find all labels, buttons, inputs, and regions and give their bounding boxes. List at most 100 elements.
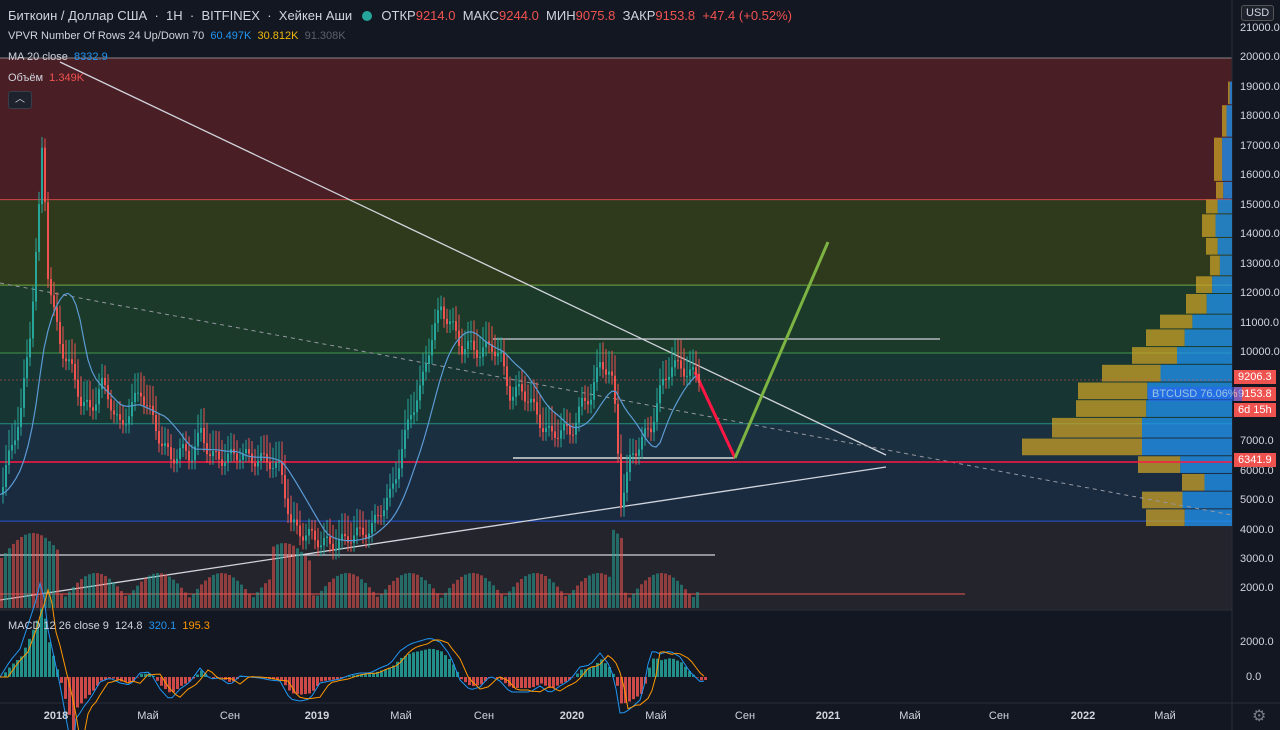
candle-body [407,419,409,430]
candle-body [617,403,619,454]
market-status-icon [361,11,372,21]
ma-legend[interactable]: MA 20 close 8332.9 [8,51,108,63]
price-tick: 6000.0 [1240,465,1274,477]
candle-body [20,408,22,427]
volume-bar [324,586,327,608]
macd-bar [328,677,331,681]
volume-label: Объём [8,72,44,84]
volume-bar [444,592,447,608]
candle-body [635,453,637,456]
price-tick: 10000.0 [1240,346,1280,358]
symbol-name[interactable]: Биткоин / Доллар США [8,8,148,23]
vpvr-down-bar [1216,181,1224,199]
volume-bar [484,577,487,608]
volume-legend[interactable]: Объём 1.349K [8,72,84,84]
macd-bar [124,677,127,682]
candle-body [293,519,295,523]
candle-body [593,382,595,400]
candle-body [335,548,337,551]
macd-legend[interactable]: MACD 12 26 close 9 124.8 320.1 195.3 [8,620,210,632]
candle-body [275,462,277,468]
volume-bar [644,580,647,608]
candle-body [149,405,151,407]
collapse-legend-button[interactable]: ︿ [8,91,32,109]
vpvr-legend[interactable]: VPVR Number Of Rows 24 Up/Down 70 60.497… [8,30,346,42]
volume-bar [348,573,351,608]
candle-body [176,458,178,464]
volume-bar [308,560,311,608]
volume-bar [456,579,459,608]
volume-bar [312,595,315,608]
macd-bar [404,655,407,677]
candle-body [518,384,520,387]
currency-button[interactable]: USD [1241,5,1275,21]
volume-bar [372,591,375,608]
high-label: МАКС [462,8,500,23]
vpvr-down-bar [1078,382,1148,400]
volume-bar [396,577,399,608]
vpvr-down-bar [1052,417,1142,438]
candle-body [353,535,355,543]
candle-body [41,147,43,205]
volume-bar [140,581,143,608]
candle-body [446,318,448,325]
time-tick: Сен [988,710,1010,722]
settings-gear-icon[interactable]: ⚙ [1252,708,1267,725]
macd-bar [92,677,95,691]
volume-bar [72,586,75,608]
volume-bar [572,590,575,608]
volume-bar [576,585,579,608]
vpvr-up-bar [1192,314,1232,329]
candle-body [416,400,418,413]
candle-body [386,497,388,511]
candle-body [284,475,286,499]
candle-body [638,449,640,456]
candle-body [608,371,610,375]
candle-body [344,533,346,537]
macd-bar [704,677,707,681]
candle-body [26,357,28,379]
macd-bar [184,677,187,684]
volume-bar [84,576,87,608]
macd-hist: 124.8 [115,620,143,632]
macd-bar [580,669,583,677]
price-tick: 17000.0 [1240,140,1280,152]
volume-bar [440,597,443,608]
volume-bar [364,582,367,608]
candle-body [212,451,214,457]
vpvr-down-bar [1206,199,1218,214]
interval[interactable]: 1H [166,8,183,23]
macd-bar [196,674,199,677]
time-tick: 2021 [815,710,841,722]
volume-bar [136,585,139,608]
macd-bar [588,668,591,677]
candle-body [56,307,58,322]
volume-bar [116,586,119,608]
macd-bar [564,677,567,682]
volume-bar [412,573,415,608]
macd-bar [400,657,403,677]
candle-body [227,453,229,463]
legend-main: Биткоин / Доллар США · 1H · BITFINEX · Х… [8,8,793,23]
candle-body [485,341,487,348]
candle-body [74,363,76,380]
candle-body [215,451,217,453]
volume-bar [360,579,363,608]
vpvr-up-bar [1229,81,1232,105]
volume-bar [564,596,567,608]
volume-bar [512,586,515,608]
high-value: 9244.0 [499,8,539,23]
volume-bar [628,597,631,608]
macd-bar [424,649,427,677]
candle-body [677,360,679,362]
macd-bar [372,673,375,677]
candle-body [236,453,238,461]
candle-body [44,147,46,203]
volume-bar [540,574,543,608]
volume-bar [128,595,131,608]
candle-body [506,366,508,387]
volume-bar [252,597,255,608]
candle-body [338,540,340,549]
candle-body [185,444,187,451]
